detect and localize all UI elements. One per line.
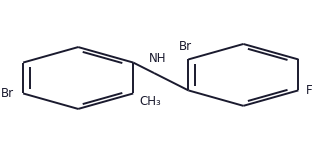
- Text: NH: NH: [149, 52, 166, 65]
- Text: Br: Br: [178, 40, 192, 53]
- Text: Br: Br: [1, 87, 14, 100]
- Text: CH₃: CH₃: [140, 95, 161, 108]
- Text: F: F: [306, 84, 313, 97]
